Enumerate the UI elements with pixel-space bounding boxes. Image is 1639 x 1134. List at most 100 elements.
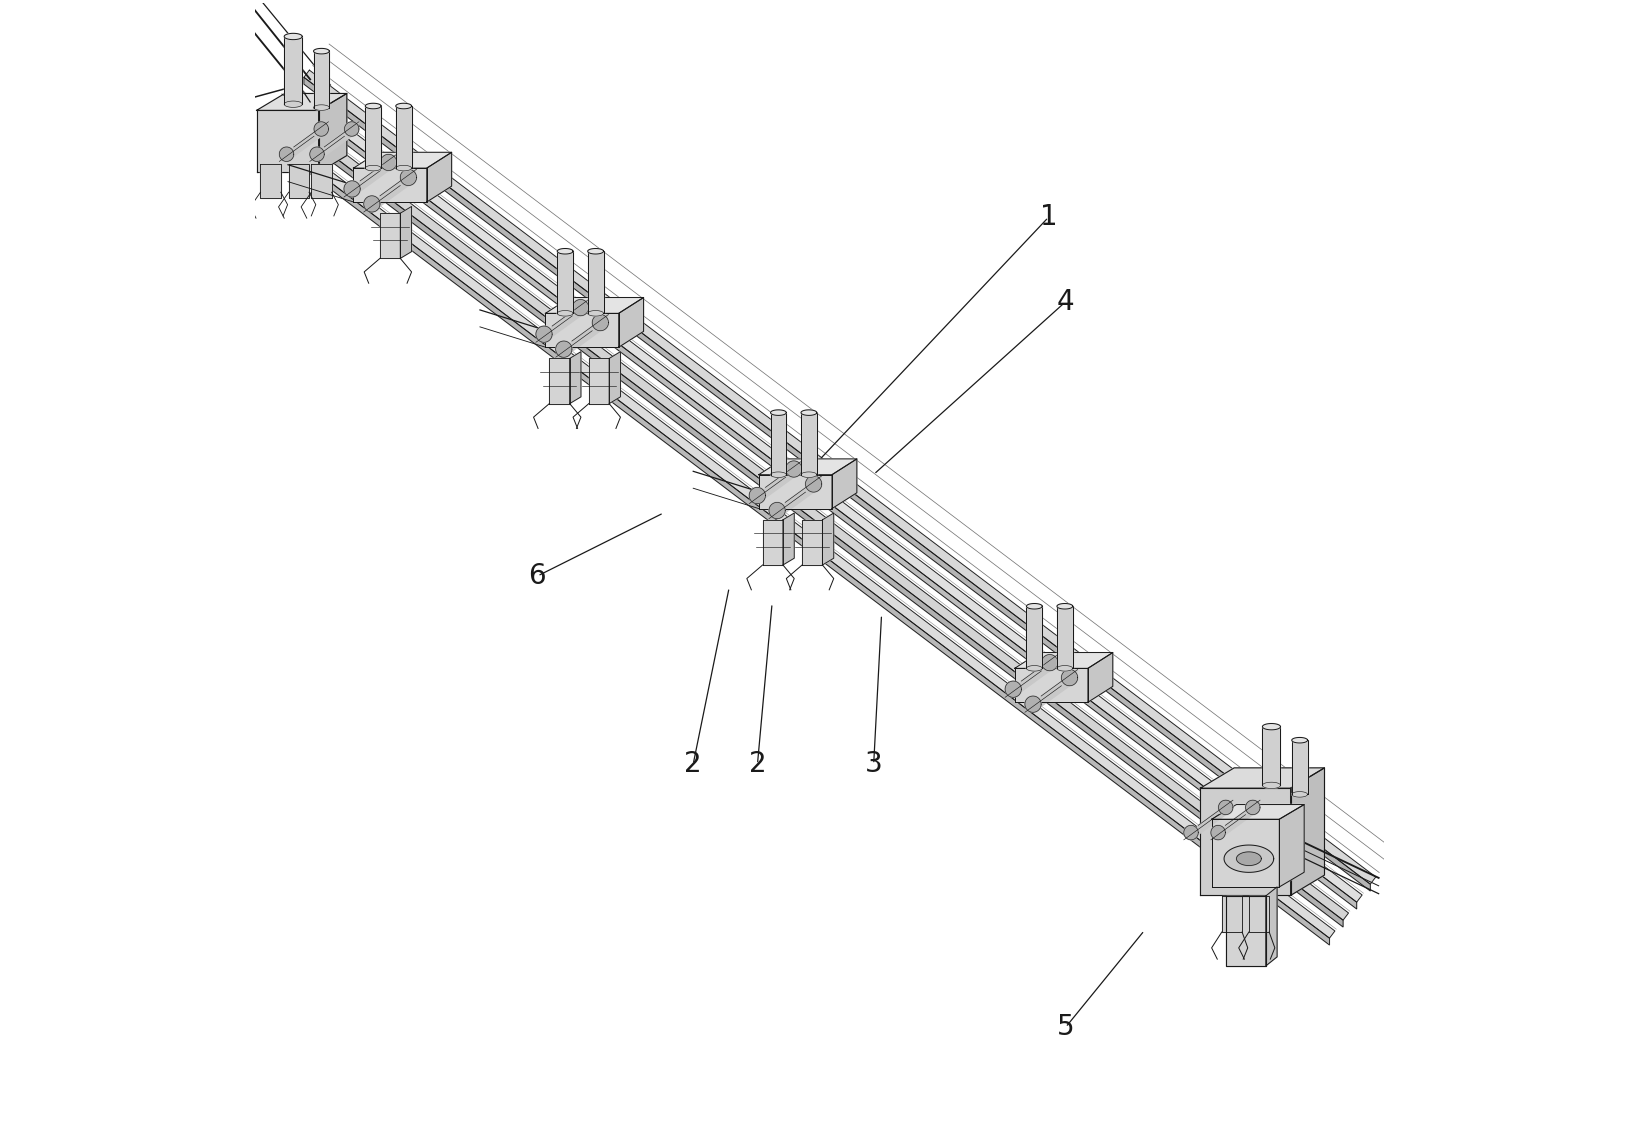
Polygon shape (557, 252, 574, 313)
Text: 4: 4 (1057, 288, 1074, 315)
Polygon shape (257, 93, 347, 110)
Polygon shape (1042, 654, 1057, 671)
Polygon shape (1026, 603, 1042, 609)
Polygon shape (316, 121, 359, 161)
Polygon shape (620, 297, 644, 347)
Polygon shape (1026, 666, 1042, 671)
Polygon shape (1218, 801, 1233, 814)
Polygon shape (762, 519, 783, 565)
Polygon shape (770, 472, 787, 477)
Polygon shape (1224, 845, 1274, 872)
Polygon shape (1005, 682, 1021, 697)
Polygon shape (557, 311, 574, 316)
Polygon shape (318, 93, 347, 172)
Polygon shape (364, 196, 380, 212)
Polygon shape (1192, 801, 1233, 840)
Polygon shape (365, 107, 382, 168)
Polygon shape (279, 147, 293, 161)
Polygon shape (546, 313, 620, 347)
Polygon shape (557, 248, 574, 254)
Polygon shape (277, 107, 1349, 920)
Polygon shape (257, 110, 318, 172)
Polygon shape (1026, 607, 1042, 668)
Polygon shape (549, 358, 570, 404)
Polygon shape (572, 299, 588, 315)
Polygon shape (395, 166, 411, 171)
Polygon shape (588, 252, 603, 313)
Polygon shape (313, 49, 329, 54)
Polygon shape (261, 164, 280, 197)
Polygon shape (287, 121, 328, 161)
Polygon shape (1200, 788, 1290, 896)
Polygon shape (303, 70, 1375, 885)
Polygon shape (1262, 727, 1280, 786)
Polygon shape (1249, 896, 1269, 932)
Polygon shape (372, 169, 416, 212)
Polygon shape (344, 180, 361, 197)
Polygon shape (365, 103, 382, 109)
Polygon shape (311, 164, 331, 197)
Polygon shape (1057, 603, 1072, 609)
Text: 1: 1 (1039, 203, 1057, 231)
Polygon shape (588, 358, 610, 404)
Polygon shape (1265, 887, 1277, 966)
Polygon shape (610, 352, 621, 404)
Text: 2: 2 (749, 751, 767, 778)
Polygon shape (310, 147, 325, 161)
Polygon shape (1062, 669, 1078, 686)
Polygon shape (1292, 741, 1308, 795)
Polygon shape (284, 33, 302, 40)
Text: 6: 6 (528, 562, 546, 590)
Polygon shape (400, 206, 411, 259)
Polygon shape (1246, 801, 1260, 814)
Polygon shape (770, 413, 787, 475)
Polygon shape (1013, 654, 1057, 697)
Polygon shape (833, 459, 857, 508)
Text: 3: 3 (865, 751, 882, 778)
Polygon shape (313, 51, 329, 108)
Polygon shape (592, 314, 608, 331)
Polygon shape (1200, 768, 1324, 788)
Polygon shape (354, 152, 452, 168)
Polygon shape (1226, 896, 1265, 966)
Polygon shape (1015, 652, 1113, 668)
Polygon shape (546, 297, 644, 313)
Polygon shape (783, 513, 795, 565)
Polygon shape (777, 476, 821, 518)
Polygon shape (544, 299, 588, 342)
Polygon shape (354, 168, 426, 202)
Polygon shape (380, 213, 400, 259)
Polygon shape (1057, 607, 1072, 668)
Polygon shape (757, 460, 801, 503)
Polygon shape (801, 413, 816, 475)
Polygon shape (288, 164, 310, 197)
Polygon shape (1183, 826, 1198, 840)
Polygon shape (1211, 804, 1305, 819)
Polygon shape (352, 154, 397, 197)
Polygon shape (1057, 666, 1072, 671)
Polygon shape (769, 502, 785, 518)
Polygon shape (749, 488, 765, 503)
Polygon shape (1290, 768, 1324, 896)
Polygon shape (284, 36, 302, 104)
Polygon shape (400, 169, 416, 186)
Polygon shape (759, 475, 833, 508)
Polygon shape (759, 459, 857, 475)
Polygon shape (1033, 669, 1078, 712)
Polygon shape (823, 513, 834, 565)
Polygon shape (1088, 652, 1113, 702)
Polygon shape (1292, 792, 1308, 797)
Polygon shape (344, 121, 359, 136)
Polygon shape (785, 460, 801, 477)
Text: 5: 5 (1057, 1014, 1074, 1041)
Polygon shape (805, 476, 821, 492)
Polygon shape (588, 248, 603, 254)
Polygon shape (315, 121, 328, 136)
Polygon shape (1280, 804, 1305, 887)
Polygon shape (313, 104, 329, 110)
Polygon shape (290, 95, 1357, 909)
Polygon shape (380, 154, 397, 170)
Polygon shape (770, 409, 787, 415)
Polygon shape (1292, 737, 1308, 743)
Polygon shape (277, 113, 1342, 926)
